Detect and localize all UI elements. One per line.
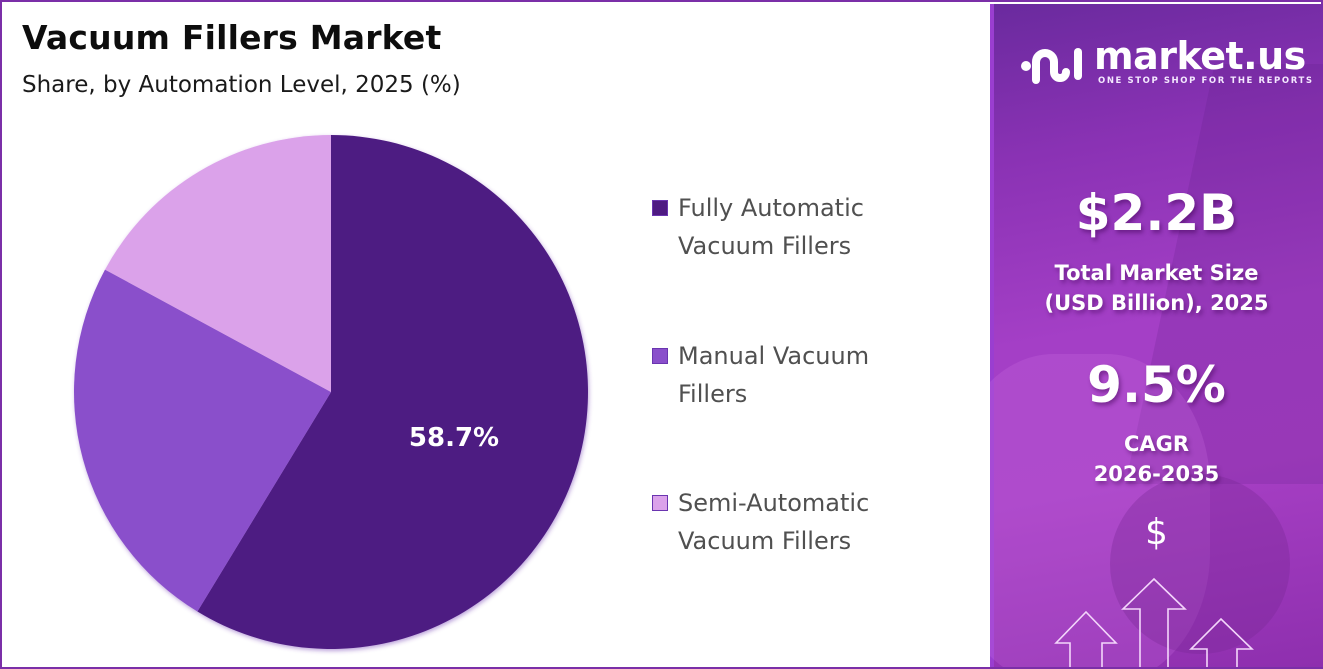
brand-logo[interactable]: market.us ONE STOP SHOP FOR THE REPORTS	[1020, 34, 1312, 100]
legend-label: Semi-Automatic Vacuum Fillers	[678, 489, 870, 555]
dollar-icon: $	[1145, 512, 1168, 553]
slice-semi-automatic[interactable]	[105, 135, 331, 392]
pie-chart: 58.7%	[73, 135, 588, 649]
background-decoration	[990, 354, 1210, 667]
slice-label-fully-automatic: 58.7%	[409, 423, 499, 453]
market-size-caption: Total Market Size (USD Billion), 2025	[1044, 261, 1269, 315]
chart-subtitle: Share, by Automation Level, 2025 (%)	[22, 72, 461, 98]
legend-swatch-fully-automatic	[652, 200, 668, 216]
legend-swatch-semi-automatic	[652, 495, 668, 511]
market-us-logo-icon	[1021, 48, 1082, 84]
chart-panel: Vacuum Fillers Market Share, by Automati…	[4, 4, 990, 667]
legend-swatch-manual	[652, 348, 668, 364]
chart-title: Vacuum Fillers Market	[22, 18, 442, 57]
cagr-value: 9.5%	[1087, 356, 1226, 414]
brand-tagline: ONE STOP SHOP FOR THE REPORTS	[1098, 76, 1314, 86]
slice-fully-automatic[interactable]	[197, 135, 588, 649]
slice-manual[interactable]	[73, 269, 331, 612]
growth-arrows-icon	[1054, 577, 1254, 667]
legend-label: Manual Vacuum Fillers	[678, 342, 870, 408]
market-size-value: $2.2B	[1075, 184, 1238, 242]
legend-label: Fully Automatic Vacuum Fillers	[678, 194, 864, 260]
summary-sidebar: market.us ONE STOP SHOP FOR THE REPORTS …	[990, 4, 1323, 667]
brand-name: market.us	[1094, 34, 1306, 78]
cagr-caption: CAGR 2026-2035	[1093, 432, 1220, 486]
